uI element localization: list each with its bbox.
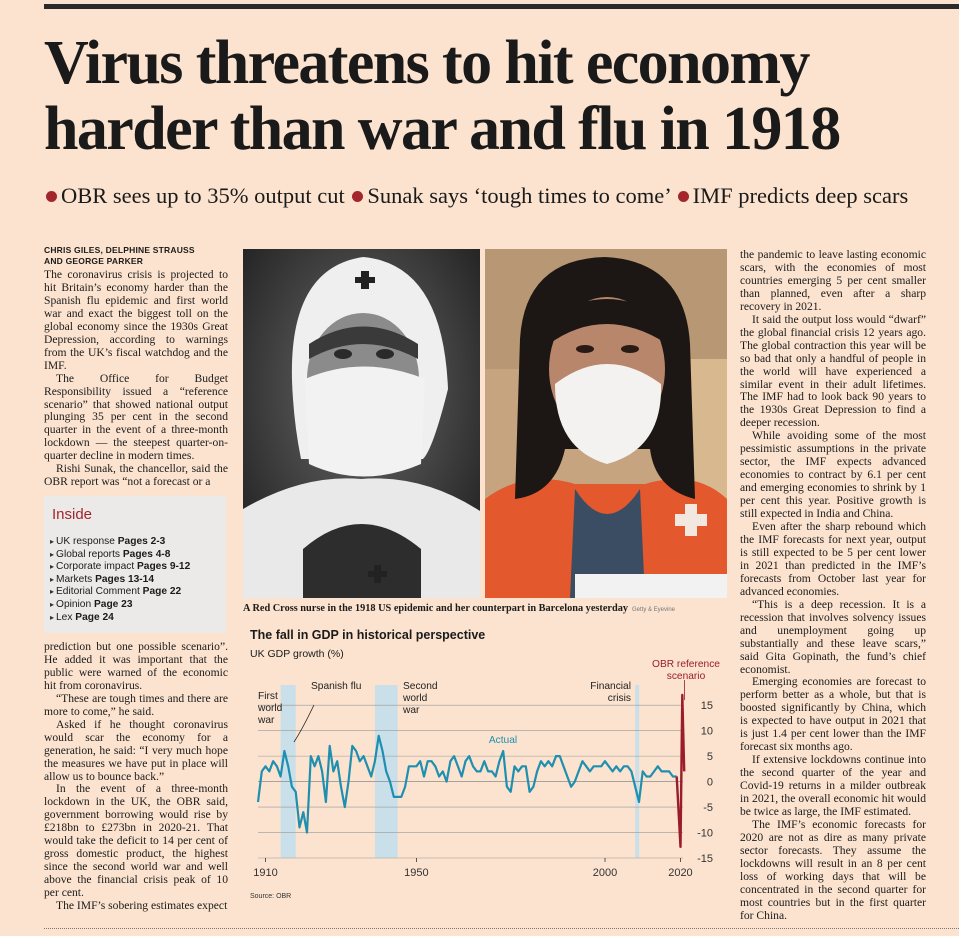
inside-item[interactable]: Global reports Pages 4-8 — [50, 549, 190, 562]
inside-item-pages: Page 23 — [93, 598, 133, 610]
annotation-financial-crisis: Financial — [590, 681, 631, 692]
y-tick-label: -15 — [697, 853, 713, 865]
bullet-icon — [677, 191, 689, 202]
annotation-first-world-war: world — [257, 703, 283, 714]
y-tick-label: 10 — [701, 726, 713, 738]
photo-1918-nurse — [243, 249, 480, 598]
byline: CHRIS GILES, DELPHINE STRAUSS AND GEORGE… — [44, 245, 234, 267]
page-bottom-rule — [44, 928, 959, 929]
inside-item[interactable]: Corporate impact Pages 9-12 — [50, 561, 190, 574]
inside-item-pages: Pages 4-8 — [122, 548, 171, 560]
paragraph: Emerging economies are forecast to perfo… — [740, 675, 926, 754]
photo-barcelona-worker — [485, 249, 727, 598]
strap-item: OBR sees up to 35% output cut — [61, 183, 345, 208]
paragraph: “This is a deep recession. It is a reces… — [740, 597, 926, 676]
y-tick-label: -5 — [703, 802, 713, 814]
x-tick-label: 1950 — [404, 867, 428, 879]
annotation-first-world-war: war — [257, 715, 275, 726]
byline-line: AND GEORGE PARKER — [44, 256, 144, 266]
annotation-second-world-war: world — [402, 693, 428, 704]
inside-list: UK response Pages 2-3 Global reports Pag… — [50, 536, 190, 624]
x-tick-label: 2020 — [668, 867, 692, 879]
inside-box: Inside UK response Pages 2-3 Global repo… — [44, 496, 226, 633]
paragraph: If extensive lockdowns continue into the… — [740, 753, 926, 818]
annotation-spanish-flu: Spanish flu — [311, 681, 361, 692]
paragraph: “These are tough times and there are mor… — [44, 691, 228, 718]
strap-item: Sunak says ‘tough times to come’ — [367, 183, 671, 208]
inside-item[interactable]: Lex Page 24 — [50, 612, 190, 625]
photo-caption: A Red Cross nurse in the 1918 US epidemi… — [243, 603, 733, 614]
paragraph: the pandemic to leave lasting economic s… — [740, 248, 926, 313]
chart-title: The fall in GDP in historical perspectiv… — [250, 628, 486, 642]
spanish-flu-arrow — [293, 704, 315, 743]
bullet-icon — [46, 191, 57, 202]
paragraph: Asked if he thought coronavirus would sc… — [44, 717, 228, 783]
y-tick-label: 0 — [707, 777, 713, 789]
annotation-obr: scenario — [667, 671, 706, 682]
y-tick-label: 15 — [701, 700, 713, 712]
masthead-rule — [44, 4, 959, 9]
x-tick-label: 1910 — [253, 867, 277, 879]
paragraph: The Office for Budget Responsibility iss… — [44, 371, 228, 463]
annotation-actual: Actual — [489, 735, 517, 746]
chart-source: Source: OBR — [250, 893, 292, 900]
inside-item-label: Global reports — [56, 548, 121, 560]
inside-item-pages: Page 24 — [75, 611, 114, 623]
paragraph: The coronavirus crisis is projected to h… — [44, 268, 228, 372]
paragraph: It said the output loss would “dwarf” th… — [740, 312, 926, 430]
paragraph: Rishi Sunak, the chancellor, said the OB… — [44, 462, 228, 489]
inside-item-label: Corporate impact — [56, 561, 135, 573]
inside-item-pages: Page 22 — [142, 586, 182, 598]
paragraph: In the event of a three-month lockdown i… — [44, 782, 228, 900]
photo-credit: Getty & Eyevine — [632, 607, 676, 613]
bullet-icon — [352, 191, 364, 202]
y-tick-label: 5 — [707, 751, 713, 763]
inside-item-pages: Pages 9-12 — [137, 561, 191, 573]
article-column-1-bottom: prediction but one possible scenario”. H… — [44, 640, 228, 913]
annotation-first-world-war: First — [258, 691, 278, 702]
chart-ylabel: UK GDP growth (%) — [250, 648, 344, 660]
inside-item-pages: Pages 2-3 — [117, 536, 166, 547]
annotation-obr: OBR reference — [652, 659, 720, 670]
inside-item-label: Markets — [56, 573, 93, 585]
byline-line: CHRIS GILES, DELPHINE STRAUSS — [44, 245, 195, 255]
paragraph: The IMF’s sobering estimates expect — [56, 899, 228, 913]
inside-item-label: UK response — [56, 536, 115, 547]
paragraph: prediction but one possible scenario”. H… — [44, 640, 228, 692]
y-tick-label: -10 — [697, 828, 713, 840]
series-line-obr — [675, 693, 686, 848]
shaded-period — [635, 685, 640, 858]
headline: Virus threatens to hit economy harder th… — [44, 29, 841, 163]
strap-item: IMF predicts deep scars — [692, 183, 909, 208]
inside-title: Inside — [52, 506, 93, 523]
annotation-second-world-war: war — [402, 705, 420, 716]
inside-item-label: Opinion — [56, 598, 92, 610]
annotation-second-world-war: Second — [403, 681, 438, 692]
strapline: OBR sees up to 35% output cut Sunak says… — [44, 183, 944, 209]
inside-item-label: Lex — [56, 611, 73, 623]
series-line-actual — [256, 734, 677, 834]
inside-item[interactable]: Opinion Page 23 — [50, 599, 190, 612]
caption-text: A Red Cross nurse in the 1918 US epidemi… — [243, 603, 628, 614]
inside-item[interactable]: Editorial Comment Page 22 — [50, 586, 190, 599]
article-column-1-top: The coronavirus crisis is projected to h… — [44, 268, 228, 489]
inside-item-label: Editorial Comment — [56, 586, 140, 598]
article-column-3: the pandemic to leave lasting economic s… — [740, 248, 926, 923]
inside-item[interactable]: Markets Pages 13-14 — [50, 574, 190, 587]
paragraph: While avoiding some of the most pessimis… — [740, 429, 926, 521]
annotation-financial-crisis: crisis — [608, 693, 631, 704]
paragraph: The IMF’s economic forecasts for 2020 ar… — [740, 817, 926, 922]
inside-item-pages: Pages 13-14 — [95, 573, 154, 585]
inside-item[interactable]: UK response Pages 2-3 — [50, 536, 190, 549]
x-tick-label: 2000 — [593, 867, 617, 879]
paragraph: Even after the sharp rebound which the I… — [740, 520, 926, 598]
